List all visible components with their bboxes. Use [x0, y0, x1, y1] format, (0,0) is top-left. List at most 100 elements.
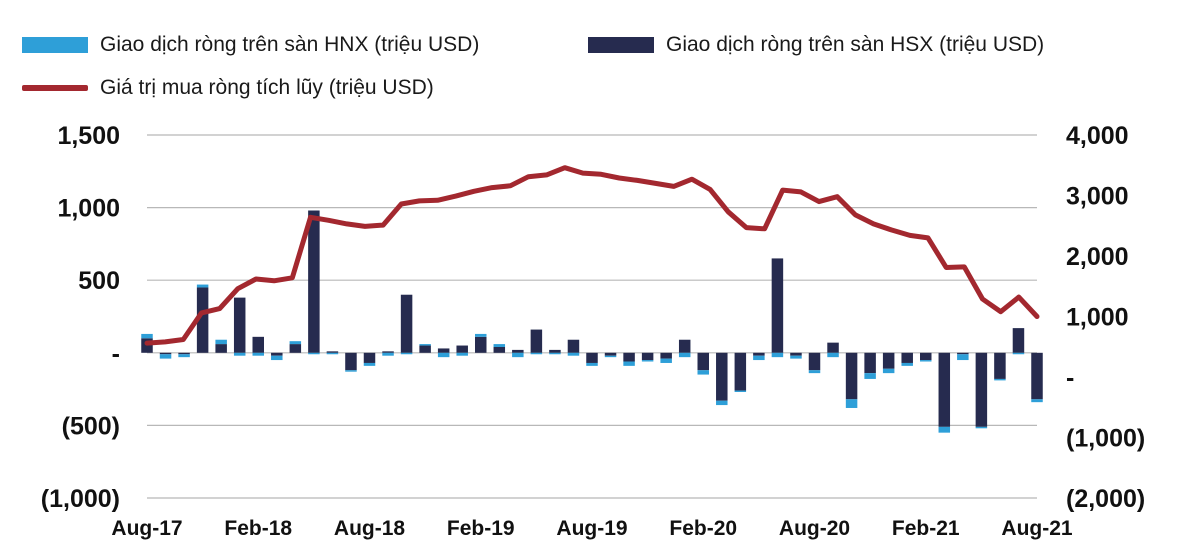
hnx-bar	[345, 370, 357, 372]
hnx-bar	[753, 355, 765, 361]
hnx-bar	[567, 352, 580, 356]
hsx-bar	[363, 352, 376, 363]
hsx-bar	[808, 352, 821, 371]
hnx-bar	[159, 354, 172, 359]
hsx-bar	[178, 352, 190, 355]
x-tick-label: Aug-20	[779, 517, 850, 540]
x-tick-label: Feb-20	[669, 517, 737, 540]
hsx-bar	[734, 352, 747, 391]
hnx-bar	[400, 352, 413, 355]
hnx-bar	[660, 358, 672, 363]
hnx-bar	[790, 355, 802, 359]
hnx-bar	[975, 426, 988, 429]
hsx-bar	[641, 352, 654, 361]
hnx-bar	[1031, 399, 1043, 403]
hsx-bar	[215, 344, 227, 353]
left-tick-label: -	[112, 340, 120, 368]
hnx-bar	[641, 360, 654, 362]
hnx-bars	[141, 284, 1043, 433]
hsx-bars	[141, 210, 1043, 427]
hsx-bar	[697, 352, 709, 371]
hnx-bar	[363, 362, 376, 366]
hsx-bar	[400, 294, 413, 353]
right-tick-label: 1,000	[1066, 304, 1129, 332]
hnx-bar	[716, 400, 728, 406]
right-tick-label: 2,000	[1066, 243, 1129, 271]
hsx-bar	[419, 345, 431, 353]
legend-label-hnx: Giao dịch ròng trên sàn HNX (triệu USD)	[100, 33, 480, 56]
hsx-bar	[437, 348, 450, 353]
hsx-bar	[604, 352, 617, 356]
x-tick-label: Feb-18	[224, 517, 292, 540]
left-tick-label: 500	[78, 267, 120, 295]
hsx-bar	[159, 352, 172, 355]
hnx-bar	[678, 352, 691, 358]
hnx-bar	[493, 344, 506, 347]
hnx-bar	[882, 368, 895, 374]
hsx-bar	[271, 352, 283, 356]
hnx-bar	[938, 426, 951, 433]
hsx-bar	[901, 352, 913, 363]
hnx-bar	[808, 370, 821, 374]
hnx-bar	[994, 378, 1006, 381]
hsx-bar	[864, 352, 876, 374]
hsx-bar	[790, 352, 802, 356]
hnx-bar	[271, 355, 283, 361]
hnx-bar	[1012, 352, 1025, 355]
right-axis-ticks: 4,000 3,000 2,000 1,000 - (1,000) (2,000)	[1066, 122, 1145, 513]
hnx-bar	[215, 339, 227, 345]
x-tick-label: Feb-21	[892, 517, 960, 540]
hnx-bar	[827, 352, 839, 358]
hnx-bar	[586, 362, 598, 366]
hsx-bar	[827, 342, 839, 353]
hsx-bar	[678, 339, 691, 353]
hnx-bar	[549, 352, 561, 355]
hsx-bar	[1012, 328, 1025, 353]
hsx-bar	[512, 349, 524, 353]
hnx-bar	[178, 354, 190, 358]
hsx-bar	[289, 344, 302, 353]
cumulative-line	[144, 165, 1040, 346]
hsx-bar	[660, 352, 672, 359]
right-tick-label: 3,000	[1066, 183, 1129, 211]
hnx-bar	[308, 352, 320, 355]
left-axis-ticks: 1,500 1,000 500 - (500) (1,000)	[41, 122, 120, 513]
legend-item-hnx[interactable]: Giao dịch ròng trên sàn HNX (triệu USD)	[22, 33, 479, 57]
hnx-bar	[901, 362, 913, 366]
hsx-bar	[957, 352, 969, 355]
hnx-bar	[864, 373, 876, 379]
hnx-bar	[475, 333, 487, 337]
hnx-bar	[697, 370, 709, 375]
hsx-bar	[586, 352, 598, 363]
hsx-bar	[975, 352, 988, 427]
hsx-bar	[345, 352, 357, 371]
hsx-bar	[1031, 352, 1043, 400]
hnx-bar	[233, 352, 246, 356]
hsx-bar	[252, 336, 264, 353]
hnx-bar	[437, 352, 450, 358]
hnx-bar	[512, 352, 524, 358]
hsx-bar	[920, 352, 932, 361]
x-tick-label: Aug-18	[334, 517, 405, 540]
hsx-bar	[326, 351, 339, 353]
x-tick-label: Feb-19	[447, 517, 515, 540]
left-tick-label: 1,500	[57, 122, 120, 150]
hnx-bar	[289, 341, 302, 345]
hsx-bar	[196, 287, 209, 353]
legend-label-hsx: Giao dịch ròng trên sàn HSX (triệu USD)	[666, 33, 1045, 56]
hsx-bar	[233, 297, 246, 353]
gridlines	[147, 134, 1037, 499]
legend-item-hsx[interactable]: Giao dịch ròng trên sàn HSX (triệu USD)	[588, 33, 1044, 57]
x-tick-label: Aug-17	[111, 517, 182, 540]
hnx-bar	[604, 355, 617, 358]
legend-swatch-cumulative	[22, 85, 88, 91]
cumulative-line-layer	[144, 165, 1040, 346]
hnx-bar	[419, 344, 431, 346]
hsx-bar	[549, 349, 561, 353]
legend-item-cumulative[interactable]: Giá trị mua ròng tích lũy (triệu USD)	[22, 76, 434, 100]
x-axis-ticks: Aug-17 Feb-18 Aug-18 Feb-19 Aug-19 Feb-20 Aug-…	[111, 517, 1072, 540]
left-tick-label: (1,000)	[41, 485, 120, 513]
right-tick-label: (2,000)	[1066, 485, 1145, 513]
hsx-bar	[938, 352, 951, 427]
